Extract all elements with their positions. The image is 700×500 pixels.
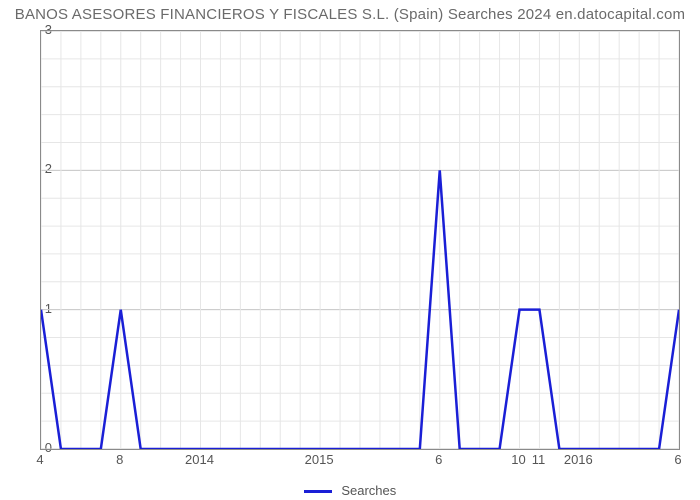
x-tick-label: 6 — [419, 452, 459, 467]
x-tick-label: 2015 — [299, 452, 339, 467]
x-tick-label: 6 — [658, 452, 698, 467]
legend-swatch — [304, 490, 332, 493]
x-tick-label: 2016 — [558, 452, 598, 467]
plot-area — [40, 30, 680, 450]
x-tick-label: 8 — [100, 452, 140, 467]
x-tick-label: 4 — [20, 452, 60, 467]
x-tick-label: 2014 — [180, 452, 220, 467]
legend-label: Searches — [341, 483, 396, 498]
x-tick-label: 11 — [518, 452, 558, 467]
plot-svg — [41, 31, 679, 449]
chart-title: BANOS ASESORES FINANCIEROS Y FISCALES S.… — [0, 6, 700, 23]
grid-vertical — [41, 31, 679, 449]
legend: Searches — [0, 483, 700, 498]
chart-container: BANOS ASESORES FINANCIEROS Y FISCALES S.… — [0, 0, 700, 500]
